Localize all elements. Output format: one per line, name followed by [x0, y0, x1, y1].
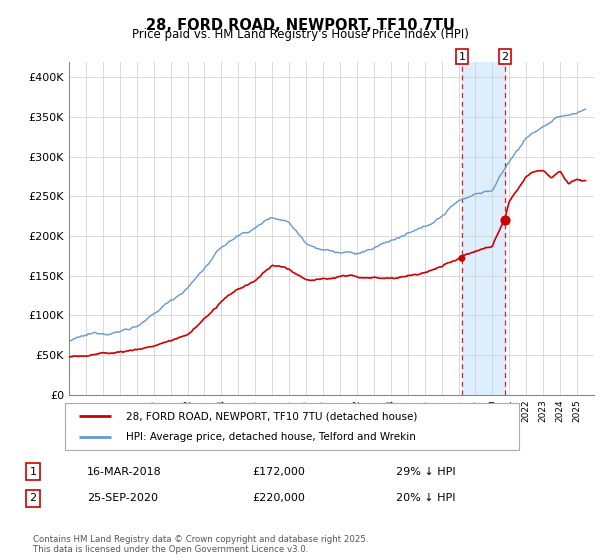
Text: 1: 1 [458, 52, 466, 62]
Text: 25-SEP-2020: 25-SEP-2020 [87, 493, 158, 503]
Text: 16-MAR-2018: 16-MAR-2018 [87, 466, 162, 477]
Point [500, 216, 510, 225]
Point [457, 254, 467, 263]
Text: 2: 2 [502, 52, 509, 62]
Text: £220,000: £220,000 [252, 493, 305, 503]
Text: 28, FORD ROAD, NEWPORT, TF10 7TU (detached house): 28, FORD ROAD, NEWPORT, TF10 7TU (detach… [125, 411, 417, 421]
Text: 20% ↓ HPI: 20% ↓ HPI [396, 493, 455, 503]
Text: 2: 2 [29, 493, 37, 503]
Text: 1: 1 [29, 466, 37, 477]
Text: £172,000: £172,000 [252, 466, 305, 477]
Text: Price paid vs. HM Land Registry's House Price Index (HPI): Price paid vs. HM Land Registry's House … [131, 28, 469, 41]
Text: 29% ↓ HPI: 29% ↓ HPI [396, 466, 455, 477]
Bar [462, 62, 505, 395]
FancyBboxPatch shape [65, 403, 518, 450]
Text: HPI: Average price, detached house, Telford and Wrekin: HPI: Average price, detached house, Telf… [125, 432, 415, 442]
Text: 28, FORD ROAD, NEWPORT, TF10 7TU: 28, FORD ROAD, NEWPORT, TF10 7TU [146, 18, 454, 33]
Text: Contains HM Land Registry data © Crown copyright and database right 2025.
This d: Contains HM Land Registry data © Crown c… [33, 535, 368, 554]
